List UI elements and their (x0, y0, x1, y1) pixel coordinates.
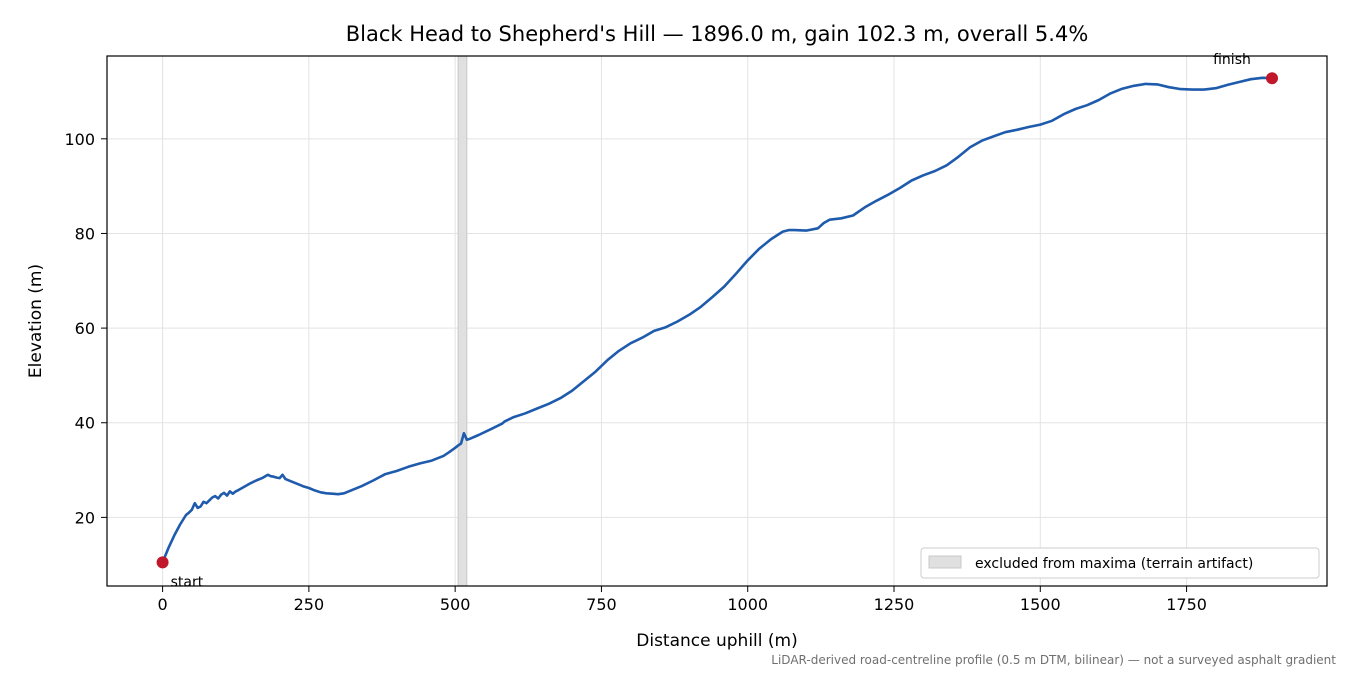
legend-label-excluded: excluded from maxima (terrain artifact) (975, 556, 1253, 572)
y-tick-label: 40 (75, 414, 95, 433)
start-label: start (171, 574, 204, 590)
x-axis-label: Distance uphill (m) (636, 631, 797, 651)
x-tick-label: 250 (294, 595, 325, 614)
legend-frame (920, 547, 1320, 579)
grid-lines (107, 56, 1327, 586)
legend: excluded from maxima (terrain artifact) (920, 547, 1320, 579)
x-tick-label: 1500 (1020, 595, 1061, 614)
y-tick-label: 60 (75, 319, 95, 338)
y-tick-label: 100 (64, 130, 95, 149)
series-layer (161, 76, 1274, 564)
excluded-band-layer (457, 56, 468, 586)
marker-layer: start finish (156, 52, 1278, 590)
y-axis-label: Elevation (m) (26, 264, 46, 378)
axis-ticks: 0 250 500 750 1000 1250 1500 1750 20 40 60 80 100 (64, 130, 1206, 614)
x-tick-label: 1250 (874, 595, 915, 614)
finish-marker (1265, 72, 1278, 85)
y-tick-label: 20 (75, 508, 95, 527)
legend-swatch-excluded (928, 555, 962, 569)
chart-title: Black Head to Shepherd's Hill — 1896.0 m… (346, 22, 1089, 46)
elevation-line (161, 76, 1274, 564)
plot-area-frame (106, 55, 1328, 587)
x-tick-label: 500 (440, 595, 471, 614)
x-tick-label: 1750 (1166, 595, 1207, 614)
chart-footnote: LiDAR-derived road-centreline profile (0… (771, 653, 1336, 667)
x-tick-label: 750 (586, 595, 617, 614)
excluded-band (458, 56, 467, 586)
x-tick-label: 1000 (727, 595, 768, 614)
finish-label: finish (1213, 52, 1251, 68)
x-tick-label: 0 (157, 595, 167, 614)
y-tick-label: 80 (75, 224, 95, 243)
start-marker (156, 556, 169, 569)
